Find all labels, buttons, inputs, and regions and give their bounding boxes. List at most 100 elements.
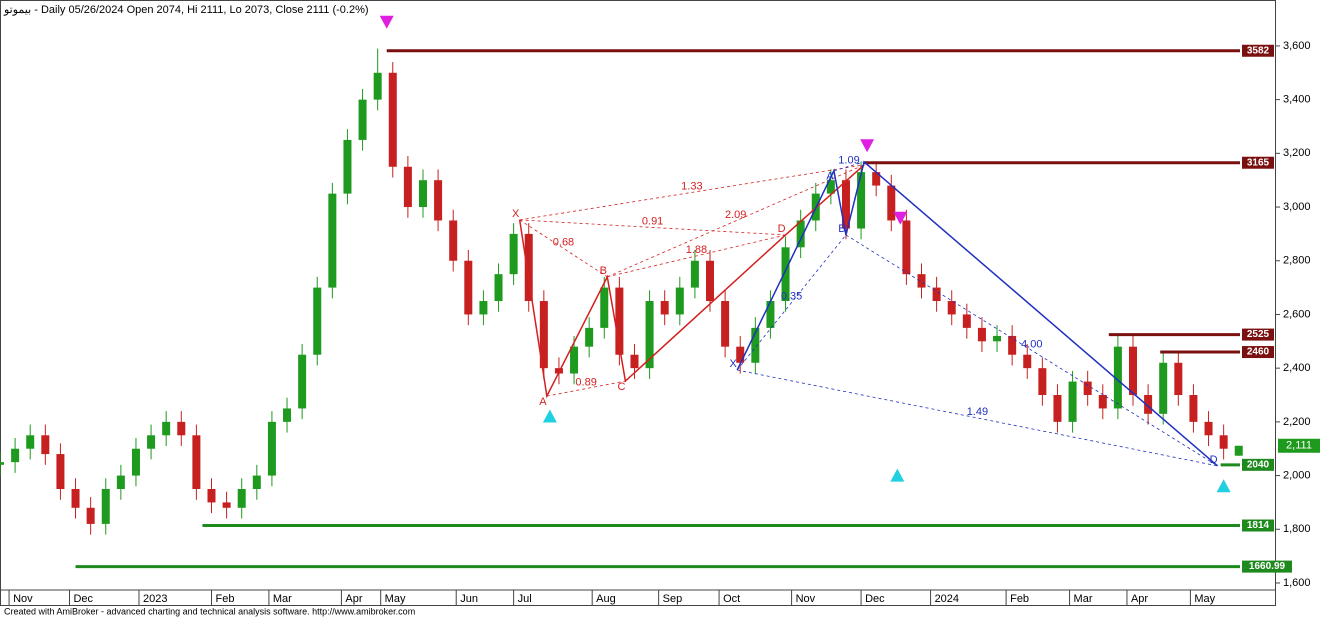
candle-body <box>570 346 579 374</box>
pattern-point-label: B <box>838 223 845 235</box>
candle-body <box>947 301 956 315</box>
candle-body <box>479 301 488 315</box>
candle-body <box>192 435 201 489</box>
x-tick-label: Mar <box>273 593 292 605</box>
pattern-point-label: C <box>617 381 625 393</box>
ratio-line <box>519 219 786 236</box>
y-tick-label: 2,800 <box>1283 255 1311 267</box>
candle-body <box>675 287 684 315</box>
ratio-label: 0.68 <box>553 236 574 248</box>
candle-body <box>645 301 654 369</box>
candle-body <box>131 448 140 476</box>
x-tick-label: Apr <box>345 593 362 605</box>
candle-body <box>1204 421 1213 436</box>
candle-body <box>343 139 352 194</box>
candle-body <box>26 435 35 449</box>
x-tick-label: Jun <box>460 593 478 605</box>
candle-body <box>41 435 50 455</box>
candle-body <box>600 287 609 328</box>
candle-body <box>237 488 246 508</box>
candle-body <box>56 454 65 489</box>
pattern-point-label: A <box>826 171 834 183</box>
candle-body <box>207 488 216 503</box>
candle-body <box>1083 381 1092 396</box>
pattern-point-label: X <box>512 208 520 220</box>
pattern-point-label: D <box>778 223 786 235</box>
candle-body <box>267 421 276 476</box>
candle-body <box>1159 362 1168 414</box>
last-price-label: 2,111 <box>1286 440 1312 452</box>
pattern-point-label: A <box>539 396 547 408</box>
level-label: 2525 <box>1247 329 1270 340</box>
candle-body <box>932 287 941 302</box>
level-label: 1814 <box>1247 520 1270 531</box>
candle-body <box>71 488 80 508</box>
candle-body <box>524 233 533 302</box>
ratio-line <box>519 164 865 221</box>
candle-body <box>1234 445 1243 456</box>
candle-body <box>1068 381 1077 422</box>
ratio-label: 4.00 <box>1021 338 1042 350</box>
y-tick-label: 2,600 <box>1283 308 1311 320</box>
candle-body <box>736 346 745 363</box>
ratio-line <box>546 380 626 397</box>
signal-arrow <box>890 468 905 482</box>
x-tick-label: 2023 <box>143 593 167 605</box>
x-tick-label: Sep <box>663 593 683 605</box>
x-tick-label: 2024 <box>935 593 959 605</box>
candle-body <box>585 327 594 347</box>
ratio-line <box>833 161 865 172</box>
candle-body <box>162 421 171 436</box>
ratio-line <box>845 234 1218 467</box>
level-box <box>1242 560 1292 573</box>
level-label: 3165 <box>1247 157 1270 168</box>
x-tick-label: Dec <box>865 593 885 605</box>
signal-arrow <box>542 409 557 423</box>
pattern-point-label: D <box>1210 454 1218 466</box>
y-tick-label: 3,600 <box>1283 40 1311 52</box>
level-box <box>1242 328 1274 341</box>
level-label: 1660.99 <box>1249 561 1286 572</box>
candle-body <box>1219 435 1228 449</box>
signal-arrow <box>860 139 875 153</box>
candle-body <box>902 220 911 275</box>
candle-body <box>147 435 156 449</box>
candle-body <box>1008 335 1017 355</box>
signal-arrow <box>893 211 908 225</box>
candle-body <box>826 180 835 194</box>
level-box <box>1242 44 1274 57</box>
candle-body <box>977 327 986 342</box>
candle-body <box>328 193 337 288</box>
candle-body <box>751 327 760 363</box>
candle-body <box>449 220 458 261</box>
ratio-label: 1.33 <box>681 180 702 192</box>
candle-body <box>0 462 4 465</box>
candle-body <box>509 233 518 275</box>
candle-body <box>1189 395 1198 422</box>
candle-body <box>1113 346 1122 409</box>
ratio-line <box>607 234 786 278</box>
x-tick-label: Jul <box>518 593 532 605</box>
candle-body <box>993 335 1002 342</box>
x-tick-label: May <box>385 593 406 605</box>
x-tick-label: Feb <box>1010 593 1029 605</box>
y-tick-label: 3,200 <box>1283 147 1311 159</box>
x-tick-label: Feb <box>215 593 234 605</box>
x-tick-label: Oct <box>723 593 740 605</box>
ratio-label: 1.88 <box>686 244 707 256</box>
x-tick-label: Dec <box>73 593 93 605</box>
candle-body <box>494 274 503 302</box>
ratio-label: 1.49 <box>967 406 988 418</box>
candle-body <box>721 301 730 347</box>
ratio-label: 1.09 <box>838 154 859 166</box>
candle-body <box>313 287 322 355</box>
level-box <box>1242 458 1274 471</box>
candle-body <box>222 502 231 508</box>
level-label: 2040 <box>1247 459 1270 470</box>
x-tick-label: Nov <box>13 593 33 605</box>
candle-body <box>1174 362 1183 396</box>
candle-body <box>796 220 805 248</box>
candle-body <box>539 301 548 369</box>
candle-body <box>841 180 850 229</box>
